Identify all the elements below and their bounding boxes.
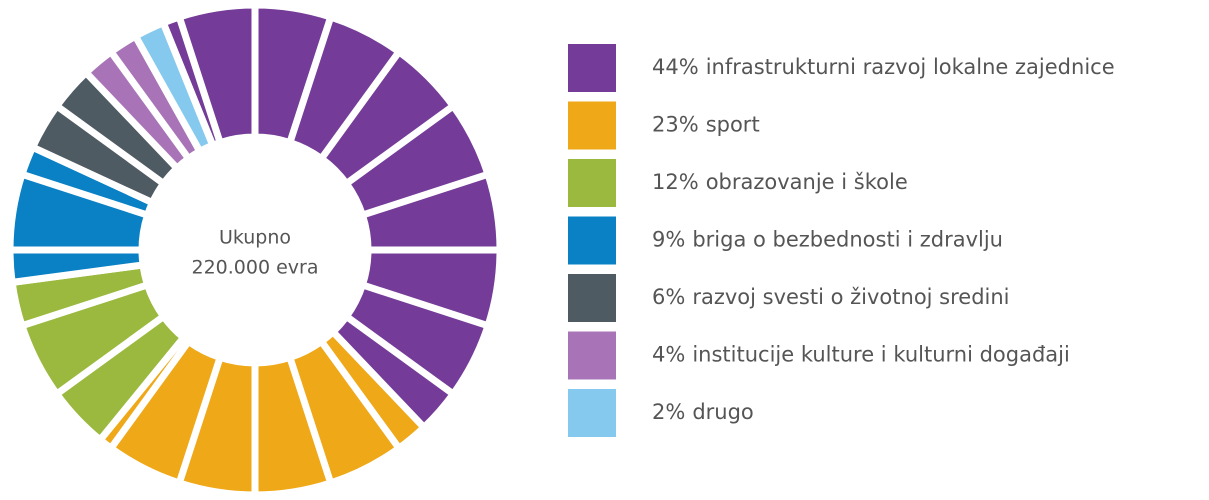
- legend-category: obrazovanje i škole: [706, 170, 908, 194]
- legend-label: 2% drugo: [652, 400, 754, 424]
- donut-slice: [130, 18, 218, 157]
- legend-value: 2%: [652, 400, 685, 424]
- legend-category: institucije kulture i kulturni događaji: [692, 343, 1070, 367]
- legend-value: 12%: [652, 170, 699, 194]
- legend-category: drugo: [692, 400, 753, 424]
- legend-category: razvoj svesti o životnoj sredini: [692, 285, 1009, 309]
- legend-category: briga o bezbednosti i zdravlju: [692, 228, 1003, 252]
- legend-label: 23% sport: [652, 113, 760, 137]
- legend-label: 4% institucije kulture i kulturni događaj…: [652, 343, 1070, 367]
- legend-value: 6%: [652, 285, 685, 309]
- legend-swatch: [568, 159, 616, 207]
- legend-value: 44%: [652, 55, 699, 79]
- legend-swatch: [568, 216, 616, 265]
- legend-label: 44% infrastrukturni razvoj lokalne zajedn…: [652, 55, 1115, 79]
- legend-value: 9%: [652, 228, 685, 252]
- donut-slice: [158, 1, 504, 433]
- center-total: 220.000 evra: [192, 257, 319, 279]
- legend-value: 4%: [652, 343, 685, 367]
- legend-category: sport: [706, 113, 760, 137]
- legend-swatch: [568, 389, 616, 437]
- legend-swatch: [568, 44, 616, 92]
- center-label: Ukupno: [219, 227, 291, 249]
- legend-category: infrastrukturni razvoj lokalne zajednice: [706, 55, 1115, 79]
- legend-swatch: [568, 101, 616, 150]
- legend-value: 23%: [652, 113, 699, 137]
- donut-slice: [95, 326, 429, 499]
- legend-swatch: [568, 331, 616, 380]
- legend-swatch: [568, 274, 616, 322]
- legend-label: 6% razvoj svesti o životnoj sredini: [652, 285, 1010, 309]
- legend-label: 9% briga o bezbednosti i zdravlju: [652, 228, 1003, 252]
- legend-label: 12% obrazovanje i škole: [652, 170, 908, 194]
